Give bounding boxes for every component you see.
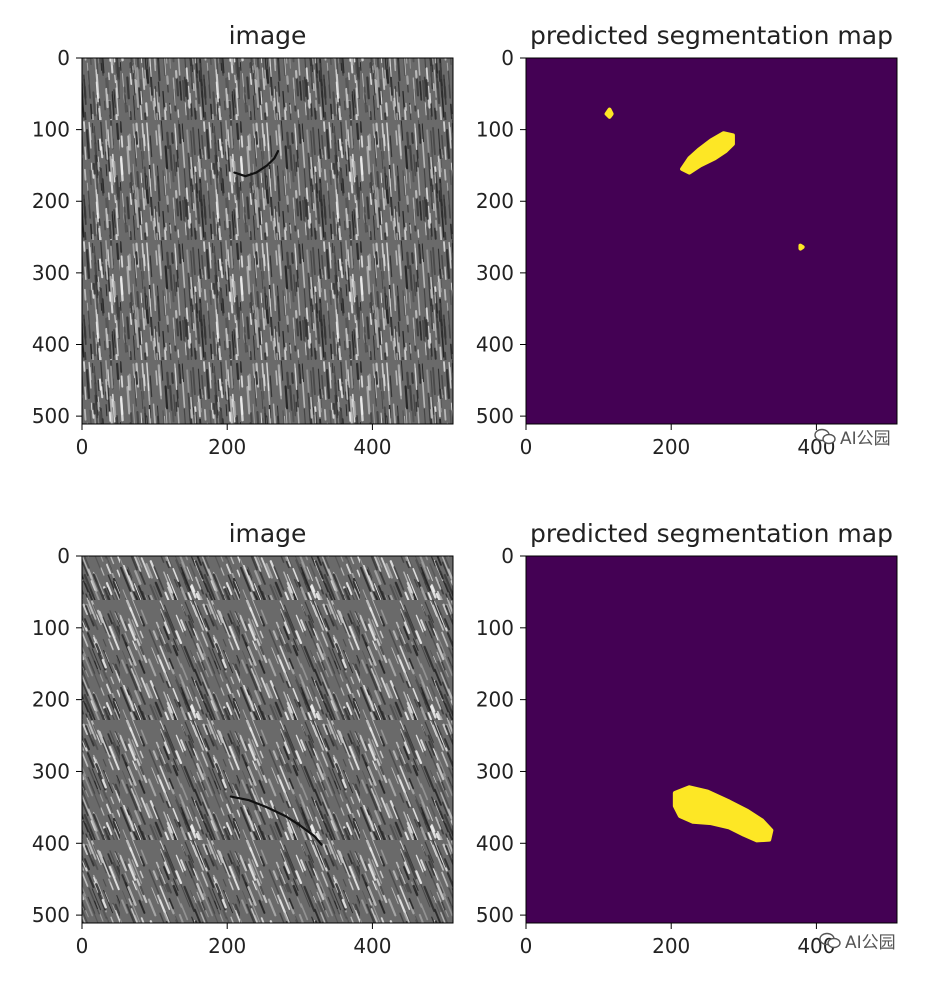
wechat-icon bbox=[819, 932, 841, 948]
chart-title: predicted segmentation map bbox=[530, 519, 893, 548]
x-tick-label: 400 bbox=[353, 934, 391, 958]
watermark-text: AI公园 bbox=[840, 429, 891, 449]
y-tick-label: 300 bbox=[476, 261, 514, 285]
axes-frame bbox=[525, 57, 898, 425]
panel-1: image 0 200 400 0 100 200 300 400 500 bbox=[32, 21, 454, 459]
y-tick-label: 200 bbox=[476, 189, 514, 213]
axes-frame bbox=[525, 555, 898, 924]
chart-title: image bbox=[229, 21, 307, 50]
y-tick-label: 200 bbox=[32, 688, 70, 712]
segmentation-blob bbox=[680, 131, 735, 175]
segmentation-speck bbox=[604, 107, 614, 119]
y-tick-label: 300 bbox=[32, 261, 70, 285]
axes-frame bbox=[81, 555, 454, 924]
x-tick-label: 200 bbox=[652, 934, 690, 958]
y-tick-label: 300 bbox=[32, 759, 70, 783]
y-tick-label: 100 bbox=[32, 616, 70, 640]
segmentation-background bbox=[526, 58, 897, 424]
panel-2: predicted segmentation map 0 200 400 0 100 200… bbox=[476, 21, 898, 459]
y-tick-label: 400 bbox=[32, 831, 70, 855]
x-tick-label: 200 bbox=[208, 934, 246, 958]
chart-title: predicted segmentation map bbox=[530, 21, 893, 50]
y-tick-label: 100 bbox=[476, 616, 514, 640]
y-tick-label: 400 bbox=[476, 831, 514, 855]
watermark-text: AI公园 bbox=[845, 933, 896, 953]
y-tick-label: 0 bbox=[501, 544, 514, 568]
y-tick-label: 500 bbox=[476, 404, 514, 428]
y-tick-label: 500 bbox=[32, 903, 70, 927]
x-tick-label: 200 bbox=[652, 435, 690, 459]
y-tick-label: 300 bbox=[476, 759, 514, 783]
panel-4: predicted segmentation map 0 200 400 0 100 200… bbox=[476, 519, 898, 958]
y-tick-label: 100 bbox=[476, 118, 514, 142]
x-tick-label: 0 bbox=[76, 435, 89, 459]
segmentation-background bbox=[526, 556, 897, 923]
y-tick-label: 200 bbox=[476, 688, 514, 712]
y-tick-label: 0 bbox=[501, 46, 514, 70]
x-tick-label: 0 bbox=[520, 435, 533, 459]
y-tick-label: 400 bbox=[32, 332, 70, 356]
axes-frame bbox=[81, 57, 454, 425]
panel-3: image 0 200 400 0 100 200 300 400 500 bbox=[32, 519, 454, 958]
image-texture bbox=[82, 58, 453, 424]
wechat-icon bbox=[814, 428, 836, 444]
y-tick-label: 100 bbox=[32, 118, 70, 142]
segmentation-blob bbox=[672, 785, 774, 843]
x-tick-label: 400 bbox=[353, 435, 391, 459]
chart-title: image bbox=[229, 519, 307, 548]
x-tick-label: 0 bbox=[76, 934, 89, 958]
y-tick-label: 500 bbox=[32, 404, 70, 428]
watermark: AI公园 bbox=[814, 424, 891, 449]
x-tick-label: 200 bbox=[208, 435, 246, 459]
x-tick-label: 0 bbox=[520, 934, 533, 958]
y-tick-label: 0 bbox=[57, 46, 70, 70]
y-tick-label: 0 bbox=[57, 544, 70, 568]
crack-line bbox=[233, 150, 280, 178]
y-tick-label: 500 bbox=[476, 903, 514, 927]
image-texture bbox=[82, 556, 453, 923]
crack-line bbox=[229, 795, 323, 846]
segmentation-speck bbox=[798, 243, 805, 251]
y-tick-label: 200 bbox=[32, 189, 70, 213]
watermark: AI公园 bbox=[819, 928, 896, 953]
y-tick-label: 400 bbox=[476, 332, 514, 356]
